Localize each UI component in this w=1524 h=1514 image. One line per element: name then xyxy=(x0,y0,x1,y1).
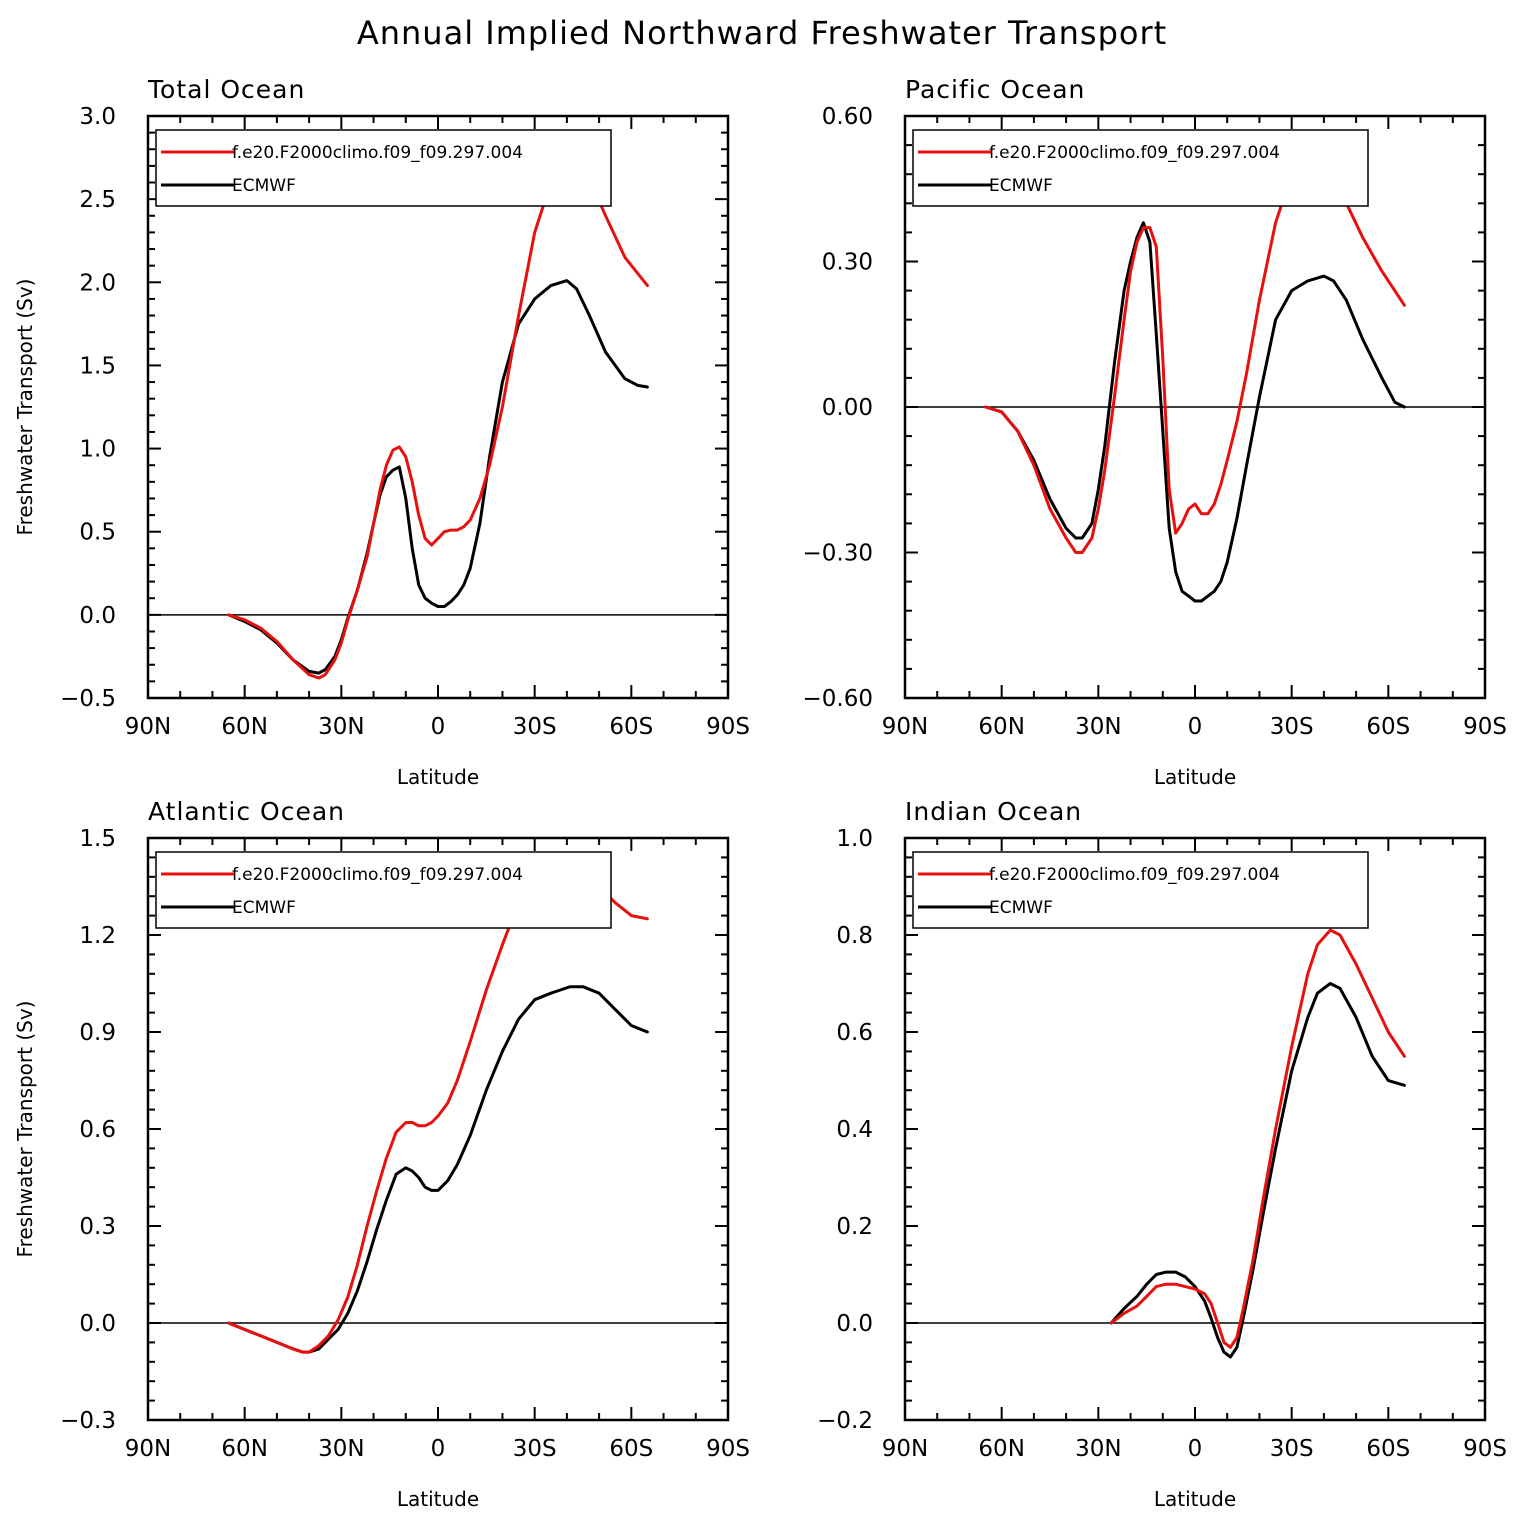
legend-box xyxy=(912,129,1369,207)
y-tick-label: −0.2 xyxy=(817,1408,873,1434)
y-axis-label: Freshwater Transport (Sv) xyxy=(13,279,37,536)
series-line-f-e20-f2000climo-f09-f09-297-004 xyxy=(227,156,649,680)
legend-box xyxy=(155,851,612,929)
y-tick-label: 0.00 xyxy=(822,395,873,421)
y-tick-label: 0.6 xyxy=(836,1020,873,1046)
y-tick-label: 2.0 xyxy=(79,270,116,296)
y-tick-label: 0.3 xyxy=(79,1214,116,1240)
y-tick-label: −0.60 xyxy=(803,686,873,712)
y-tick-label: 0.0 xyxy=(79,603,116,629)
x-tick-label: 30S xyxy=(513,1436,557,1462)
legend-label: ECMWF xyxy=(989,898,1053,918)
panel-atlantic-ocean: Atlantic Ocean 90N 60N 30N 0 30S 60S 90S 1.5 1.2 0… xyxy=(13,797,750,1511)
x-tick-label: 30N xyxy=(1075,714,1121,740)
legend-box xyxy=(155,129,612,207)
x-axis-label: Latitude xyxy=(397,765,479,789)
y-axis-label: Freshwater Transport (Sv) xyxy=(13,1001,37,1258)
y-tick-label: 0.30 xyxy=(822,250,873,276)
legend-label: f.e20.F2000climo.f09_f09.297.004 xyxy=(232,143,523,163)
x-tick-label: 60S xyxy=(609,714,653,740)
x-tick-label: 90N xyxy=(125,1436,171,1462)
y-tick-label: 1.2 xyxy=(79,923,116,949)
y-tick-label: 2.5 xyxy=(79,187,116,213)
x-axis-label: Latitude xyxy=(1154,1487,1236,1511)
x-tick-label: 60N xyxy=(221,714,267,740)
x-tick-label: 30N xyxy=(318,1436,364,1462)
y-tick-label: 1.5 xyxy=(79,826,116,852)
legend-label: f.e20.F2000climo.f09_f09.297.004 xyxy=(232,865,523,885)
x-tick-label: 0 xyxy=(431,714,446,740)
x-tick-label: 90S xyxy=(706,714,750,740)
x-axis-label: Latitude xyxy=(397,1487,479,1511)
series-line-ecmwf xyxy=(227,985,649,1354)
y-tick-label: 3.0 xyxy=(79,104,116,130)
atlantic-ocean-title: Atlantic Ocean xyxy=(148,797,345,826)
x-axis-label: Latitude xyxy=(1154,765,1236,789)
series-line-f-e20-f2000climo-f09-f09-297-004 xyxy=(227,859,649,1354)
y-tick-label: −0.30 xyxy=(803,541,873,567)
x-tick-label: 60S xyxy=(609,1436,653,1462)
x-tick-label: 30S xyxy=(513,714,557,740)
series-line-ecmwf xyxy=(227,279,649,675)
x-tick-label: 90N xyxy=(882,714,928,740)
y-tick-label: 0.60 xyxy=(822,104,873,130)
x-tick-label: 60N xyxy=(978,1436,1024,1462)
panel-pacific-ocean: Pacific Ocean 90N 60N 30N 0 30S 60S 90S 0.60 0.30… xyxy=(803,75,1507,789)
x-tick-label: 30N xyxy=(1075,1436,1121,1462)
figure-title: Annual Implied Northward Freshwater Tran… xyxy=(357,14,1167,52)
panel-total-ocean: Total Ocean 90N 60N 30N 0 30S 60S 90S 3.0 2.5 2.0 1… xyxy=(13,75,750,789)
x-tick-label: 60S xyxy=(1366,1436,1410,1462)
y-tick-label: 1.0 xyxy=(836,826,873,852)
y-tick-label: 0.8 xyxy=(836,923,873,949)
x-tick-label: 30S xyxy=(1270,1436,1314,1462)
legend-label: f.e20.F2000climo.f09_f09.297.004 xyxy=(989,143,1280,163)
panel-indian-ocean: Indian Ocean 90N 60N 30N 0 30S 60S 90S 1.0 0.8 0.6… xyxy=(817,797,1507,1511)
y-tick-label: 0.0 xyxy=(836,1311,873,1337)
y-tick-label: 0.9 xyxy=(79,1020,116,1046)
y-tick-label: 0.5 xyxy=(79,520,116,546)
x-tick-label: 0 xyxy=(1188,1436,1203,1462)
x-tick-label: 60N xyxy=(978,714,1024,740)
y-tick-label: 0.0 xyxy=(79,1311,116,1337)
series-line-ecmwf xyxy=(984,221,1406,603)
y-tick-label: −0.3 xyxy=(60,1408,116,1434)
y-tick-label: −0.5 xyxy=(60,686,116,712)
legend-label: ECMWF xyxy=(232,176,296,196)
y-tick-label: 0.4 xyxy=(836,1117,873,1143)
x-tick-label: 30N xyxy=(318,714,364,740)
x-tick-label: 90N xyxy=(882,1436,928,1462)
x-tick-label: 90S xyxy=(706,1436,750,1462)
legend-label: ECMWF xyxy=(232,898,296,918)
y-tick-label: 0.2 xyxy=(836,1214,873,1240)
legend-label: f.e20.F2000climo.f09_f09.297.004 xyxy=(989,865,1280,885)
legend-label: ECMWF xyxy=(989,176,1053,196)
series-line-ecmwf xyxy=(1109,982,1406,1359)
indian-ocean-title: Indian Ocean xyxy=(905,797,1082,826)
x-tick-label: 30S xyxy=(1270,714,1314,740)
y-tick-label: 0.6 xyxy=(79,1117,116,1143)
x-tick-label: 60S xyxy=(1366,714,1410,740)
pacific-ocean-title: Pacific Ocean xyxy=(905,75,1085,104)
x-tick-label: 0 xyxy=(431,1436,446,1462)
legend-box xyxy=(912,851,1369,929)
x-tick-label: 0 xyxy=(1188,714,1203,740)
y-tick-label: 1.0 xyxy=(79,437,116,463)
total-ocean-title: Total Ocean xyxy=(147,75,305,104)
x-tick-label: 90N xyxy=(125,714,171,740)
y-tick-label: 1.5 xyxy=(79,353,116,379)
x-tick-label: 60N xyxy=(221,1436,267,1462)
x-tick-label: 90S xyxy=(1463,1436,1507,1462)
series-line-f-e20-f2000climo-f09-f09-297-004 xyxy=(1109,928,1406,1349)
x-tick-label: 90S xyxy=(1463,714,1507,740)
